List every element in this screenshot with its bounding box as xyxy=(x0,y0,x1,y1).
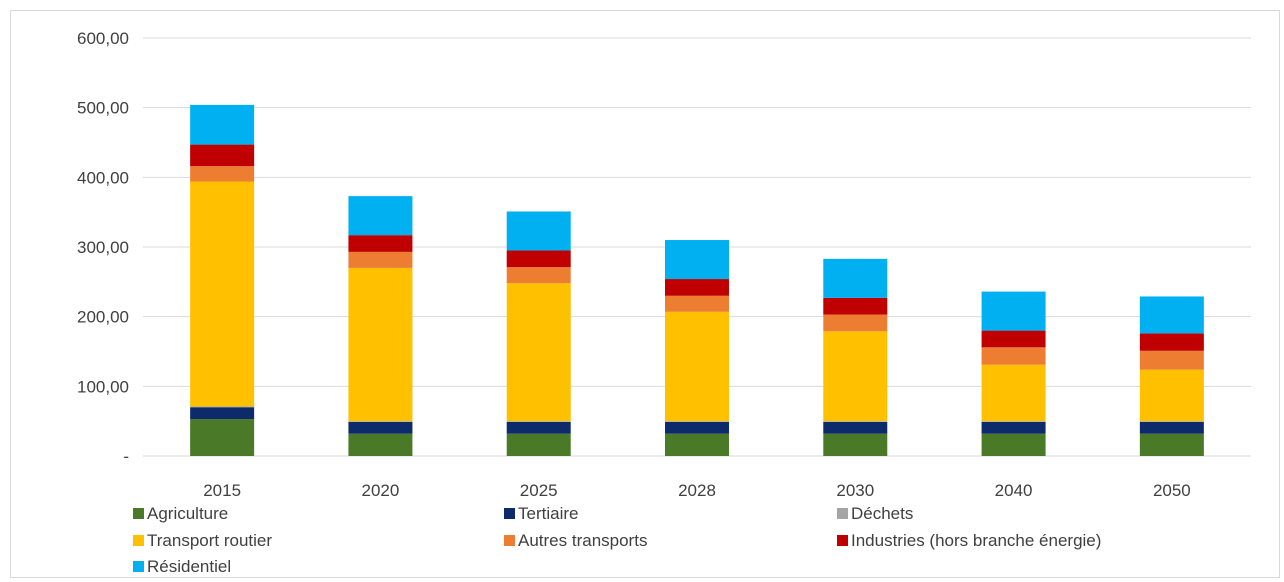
bar-segment xyxy=(1139,421,1204,422)
bar-segment xyxy=(190,407,255,420)
y-tick-label: 200,00 xyxy=(77,308,129,327)
bar-stack xyxy=(665,240,729,456)
bar-segment xyxy=(190,104,255,145)
x-tick-label: 2015 xyxy=(203,481,241,500)
bar-segment xyxy=(981,364,1046,422)
bar-stack xyxy=(190,104,255,456)
legend-item: Autres transports xyxy=(504,531,647,550)
legend-label: Autres transports xyxy=(518,531,647,550)
bar-segment xyxy=(348,251,413,268)
x-tick-label: 2025 xyxy=(520,481,558,500)
bar-segment xyxy=(665,433,729,456)
bar-segment xyxy=(348,196,413,236)
legend-label: Tertiaire xyxy=(518,504,578,523)
legend-swatch xyxy=(504,508,515,519)
x-tick-label: 2030 xyxy=(836,481,874,500)
legend-item: Déchets xyxy=(837,504,913,523)
bar-segment xyxy=(823,421,888,434)
y-tick-label: 300,00 xyxy=(77,238,129,257)
bar-segment xyxy=(190,166,255,182)
bar-segment xyxy=(981,421,1046,434)
bar-segment xyxy=(506,267,571,284)
bar-segment xyxy=(823,258,888,298)
legend-label: Transport routier xyxy=(147,531,272,550)
bar-segment xyxy=(981,433,1046,456)
bar-segment xyxy=(348,267,413,422)
y-tick-label: 100,00 xyxy=(77,377,129,396)
legend-swatch xyxy=(837,535,848,546)
legend-label: Déchets xyxy=(851,504,913,523)
bar-segment xyxy=(1139,333,1204,351)
bar-segment xyxy=(823,433,888,456)
bar-stack xyxy=(823,258,888,456)
bar-segment xyxy=(190,181,255,407)
bar-segment xyxy=(506,211,571,251)
y-tick-label: 600,00 xyxy=(77,29,129,48)
legend-swatch xyxy=(504,535,515,546)
bar-segment xyxy=(190,406,255,408)
y-tick-label: - xyxy=(123,447,129,466)
bar-segment xyxy=(981,347,1046,365)
legend-label: Industries (hors branche énergie) xyxy=(851,531,1101,550)
bar-segment xyxy=(823,297,888,315)
bar-stack xyxy=(981,291,1046,456)
legend-item: Industries (hors branche énergie) xyxy=(837,531,1101,550)
bar-segment xyxy=(1139,369,1204,422)
x-tick-label: 2040 xyxy=(995,481,1033,500)
legend-swatch xyxy=(837,508,848,519)
chart-frame: - 100,00 200,00 300,00 400,00 500,00 600,00 20… xyxy=(10,10,1280,578)
bar-segment xyxy=(348,235,413,252)
legend-swatch xyxy=(133,508,144,519)
bar-segment xyxy=(1139,421,1204,434)
bar-segment xyxy=(348,421,413,422)
x-tick-label: 2050 xyxy=(1153,481,1191,500)
bar-segment xyxy=(506,283,571,422)
bar-segment xyxy=(823,421,888,422)
bar-segment xyxy=(665,421,729,434)
x-tick-label: 2028 xyxy=(678,481,716,500)
bar-segment xyxy=(665,240,729,280)
bar-segment xyxy=(506,421,571,434)
legend-item: Résidentiel xyxy=(133,557,231,576)
legend-item: Tertiaire xyxy=(504,504,578,523)
bar-stack xyxy=(1139,296,1204,456)
legend-label: Agriculture xyxy=(147,504,228,523)
bar-segment xyxy=(981,291,1046,331)
y-axis-tick-labels: - 100,00 200,00 300,00 400,00 500,00 600,00 xyxy=(77,29,129,466)
legend-item: Transport routier xyxy=(133,531,272,550)
bar-segment xyxy=(981,330,1046,348)
bar-segment xyxy=(348,421,413,434)
legend-swatch xyxy=(133,561,144,572)
x-axis-tick-labels: 2015 2020 2025 2028 2030 2040 2050 xyxy=(203,481,1191,500)
legend-label: Résidentiel xyxy=(147,557,231,576)
bar-stack xyxy=(506,211,571,456)
legend-item: Agriculture xyxy=(133,504,228,523)
bar-segment xyxy=(1139,296,1204,334)
bar-segment xyxy=(1139,433,1204,456)
bar-segment xyxy=(665,295,729,312)
bar-segment xyxy=(823,331,888,422)
bar-segment xyxy=(1139,350,1204,370)
bar-segment xyxy=(348,433,413,456)
x-tick-label: 2020 xyxy=(362,481,400,500)
bar-segment xyxy=(506,250,571,268)
y-tick-label: 500,00 xyxy=(77,99,129,118)
stacked-bar-chart: - 100,00 200,00 300,00 400,00 500,00 600,00 20… xyxy=(77,29,1251,576)
bars xyxy=(190,104,1204,456)
bar-stack xyxy=(348,196,413,456)
legend-swatch xyxy=(133,535,144,546)
bar-segment xyxy=(665,421,729,422)
bar-segment xyxy=(981,421,1046,422)
bar-segment xyxy=(665,311,729,422)
bar-segment xyxy=(190,419,255,456)
bar-segment xyxy=(665,279,729,296)
bar-segment xyxy=(506,433,571,456)
bar-segment xyxy=(190,144,255,167)
bar-segment xyxy=(823,314,888,332)
bar-segment xyxy=(506,421,571,422)
legend: Agriculture Tertiaire Déchets Transport rou… xyxy=(133,504,1101,576)
y-tick-label: 400,00 xyxy=(77,168,129,187)
